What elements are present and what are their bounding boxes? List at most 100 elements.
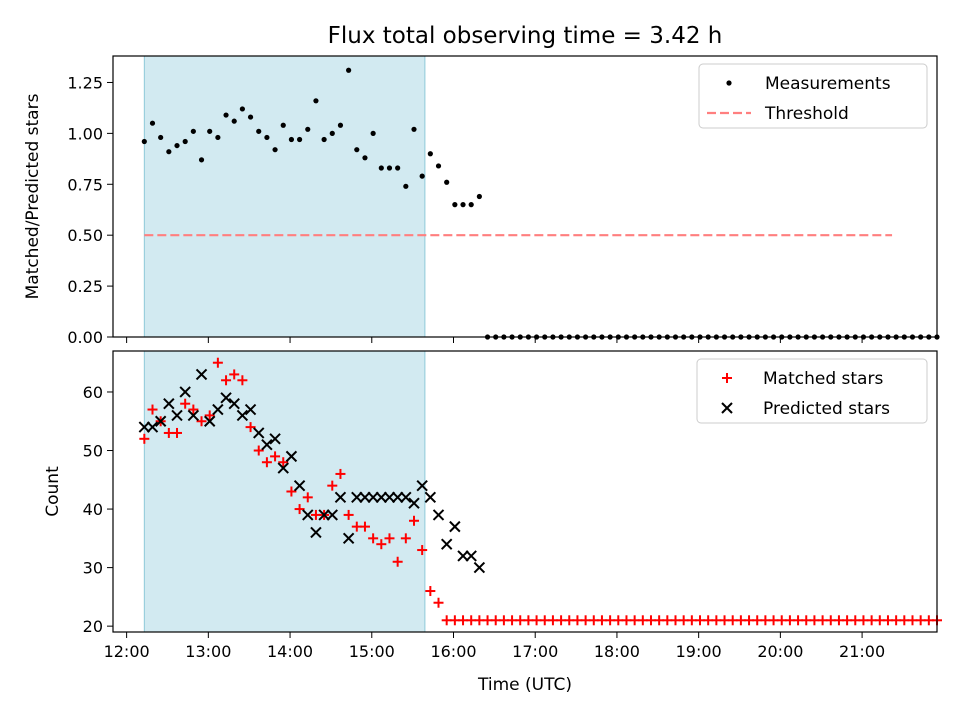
- x-tick-label: 15:00: [349, 642, 395, 661]
- y-tick-label: 0.25: [67, 277, 103, 296]
- legend-marker: [726, 80, 732, 86]
- predicted-star-point: [203, 415, 216, 427]
- matched-star-point: [253, 445, 264, 456]
- legend-box: [698, 63, 928, 129]
- predicted-star-point: [163, 397, 175, 410]
- legend: Matched stars Predicted stars: [696, 358, 928, 424]
- y-tick-label: 0.50: [67, 226, 103, 245]
- predicted-star-point: [326, 509, 338, 521]
- measurement-point: [329, 130, 335, 136]
- measurement-point: [149, 120, 156, 126]
- measurement-point: [239, 106, 245, 112]
- measurement-point: [141, 138, 147, 145]
- y-tick-label: 1.00: [67, 124, 103, 143]
- matched-star-point: [408, 515, 419, 526]
- measurement-point: [468, 202, 474, 208]
- measurement-point: [305, 126, 311, 132]
- plot-frame: [112, 350, 938, 633]
- y-tick-label: 0.00: [67, 328, 103, 347]
- matched-star-point: [212, 357, 223, 368]
- measurement-point: [370, 130, 376, 136]
- measurement-point: [313, 98, 319, 104]
- measurement-point: [231, 118, 237, 124]
- predicted-star-point: [457, 550, 469, 562]
- measurement-point: [354, 147, 360, 153]
- predicted-star-point: [302, 509, 314, 521]
- measurement-point: [444, 179, 450, 185]
- matched-star-point: [278, 457, 289, 468]
- y-tick-label: 20: [83, 617, 103, 636]
- matched-star-point: [188, 404, 199, 415]
- x-tick-label: 13:00: [185, 642, 231, 661]
- predicted-star-point: [367, 491, 379, 504]
- matched-star-point: [417, 545, 428, 556]
- measurement-point: [411, 126, 417, 132]
- predicted-star-point: [228, 397, 240, 410]
- matched-star-point: [196, 416, 207, 427]
- measurement-point: [362, 155, 368, 161]
- measurement-point: [166, 149, 172, 155]
- predicted-star-point: [334, 491, 347, 504]
- legend-label: Predicted stars: [763, 399, 890, 419]
- flux-ratio-panel: Flux total observing time = 3.42 h 0.00 0…: [23, 23, 940, 347]
- predicted-star-point: [261, 438, 273, 451]
- matched-star-point: [261, 457, 272, 468]
- x-tick-label: 19:00: [676, 642, 722, 661]
- matched-star-point: [139, 433, 150, 444]
- measurement-point: [158, 134, 164, 141]
- legend-marker: [722, 373, 732, 383]
- matched-star-point: [327, 480, 338, 491]
- predicted-star-point: [285, 450, 298, 463]
- legend-label: Matched stars: [763, 369, 883, 389]
- measurement-point: [337, 122, 344, 128]
- y-axis: 20 30 40 50 60: [83, 383, 113, 636]
- measurement-point: [280, 122, 286, 128]
- matched-star-point: [180, 398, 191, 409]
- matched-star-point: [302, 492, 313, 503]
- matched-star-point: [343, 509, 354, 520]
- measurement-point: [419, 173, 425, 179]
- predicted-star-point: [277, 462, 289, 474]
- y-tick-label: 1.25: [67, 73, 103, 92]
- y-axis-label: Matched/Predicted stars: [23, 93, 43, 299]
- predicted-star-point: [146, 421, 159, 433]
- predicted-star-point: [220, 392, 232, 404]
- matched-star-point: [425, 586, 436, 597]
- measurement-point: [174, 142, 180, 149]
- legend-label: Measurements: [765, 74, 891, 94]
- x-tick-label: 16:00: [430, 642, 476, 661]
- measurement-point: [215, 134, 221, 141]
- predicted-star-point: [195, 368, 208, 381]
- matched-star-point: [270, 451, 281, 462]
- x-tick-label: 18:00: [594, 642, 640, 661]
- matched-star-point: [245, 422, 256, 433]
- measurement-point: [476, 193, 482, 200]
- matched-star-point: [147, 404, 158, 415]
- matched-star-point: [172, 427, 183, 438]
- x-tick-label: 21:00: [839, 642, 885, 661]
- predicted-star-point: [375, 491, 388, 504]
- plot-frame: [112, 55, 938, 338]
- measurement-point: [403, 183, 409, 189]
- predicted-star-point: [187, 409, 200, 422]
- star-count-panel: 20 30 40 50 60 12:00 13:00 14:00 15:00 16:00 17:0…: [43, 350, 942, 695]
- measurement-point: [264, 134, 270, 141]
- matched-star-point: [221, 375, 232, 386]
- x-tick-label: 14:00: [267, 642, 313, 661]
- predicted-star-point: [440, 538, 453, 550]
- x-tick-label: 20:00: [757, 642, 803, 661]
- measurement-point: [435, 163, 442, 169]
- predicted-star-point: [408, 497, 420, 509]
- predicted-star-point: [449, 520, 461, 533]
- legend-label: Threshold: [764, 104, 849, 124]
- measurement-point: [386, 165, 393, 171]
- matched-star-point: [384, 533, 395, 544]
- observing-window-band: [143, 350, 426, 633]
- measurement-point: [190, 128, 196, 134]
- predicted-star-point: [236, 409, 249, 422]
- y-tick-label: 50: [83, 442, 103, 461]
- matched-star-point: [335, 468, 346, 479]
- chart-title: Flux total observing time = 3.42 h: [328, 23, 723, 49]
- measurement-point: [321, 136, 327, 143]
